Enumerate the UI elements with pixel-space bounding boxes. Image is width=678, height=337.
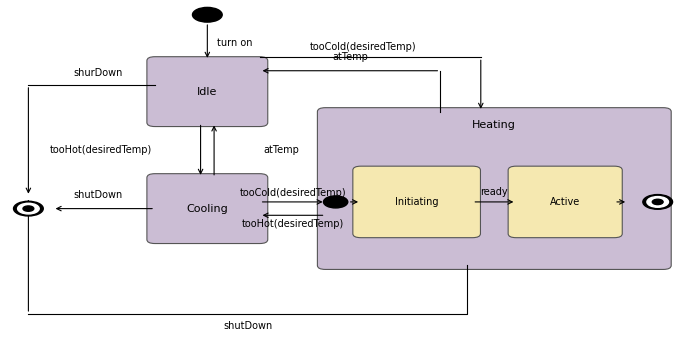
Text: turn on: turn on bbox=[218, 38, 253, 48]
FancyBboxPatch shape bbox=[147, 174, 268, 244]
FancyBboxPatch shape bbox=[353, 166, 481, 238]
Circle shape bbox=[323, 196, 348, 208]
FancyBboxPatch shape bbox=[147, 57, 268, 127]
Text: Active: Active bbox=[550, 197, 580, 207]
Text: tooCold(desiredTemp): tooCold(desiredTemp) bbox=[239, 188, 346, 198]
FancyBboxPatch shape bbox=[317, 108, 671, 270]
Text: Heating: Heating bbox=[473, 120, 516, 130]
Circle shape bbox=[14, 201, 43, 216]
Text: ready: ready bbox=[481, 187, 508, 197]
Text: atTemp: atTemp bbox=[332, 52, 368, 62]
Text: shurDown: shurDown bbox=[74, 68, 123, 78]
Text: tooHot(desiredTemp): tooHot(desiredTemp) bbox=[49, 145, 152, 155]
Text: atTemp: atTemp bbox=[263, 145, 299, 155]
Text: shutDown: shutDown bbox=[223, 320, 273, 331]
Circle shape bbox=[193, 7, 222, 22]
Circle shape bbox=[18, 203, 39, 214]
Circle shape bbox=[643, 194, 673, 209]
Circle shape bbox=[652, 199, 663, 205]
Circle shape bbox=[647, 196, 669, 207]
FancyBboxPatch shape bbox=[508, 166, 622, 238]
Text: tooHot(desiredTemp): tooHot(desiredTemp) bbox=[241, 219, 344, 229]
Text: Cooling: Cooling bbox=[186, 204, 228, 214]
Text: Initiating: Initiating bbox=[395, 197, 439, 207]
Text: shutDown: shutDown bbox=[74, 190, 123, 200]
Text: tooCold(desiredTemp): tooCold(desiredTemp) bbox=[310, 42, 417, 52]
Circle shape bbox=[23, 206, 34, 211]
Text: Idle: Idle bbox=[197, 87, 218, 97]
